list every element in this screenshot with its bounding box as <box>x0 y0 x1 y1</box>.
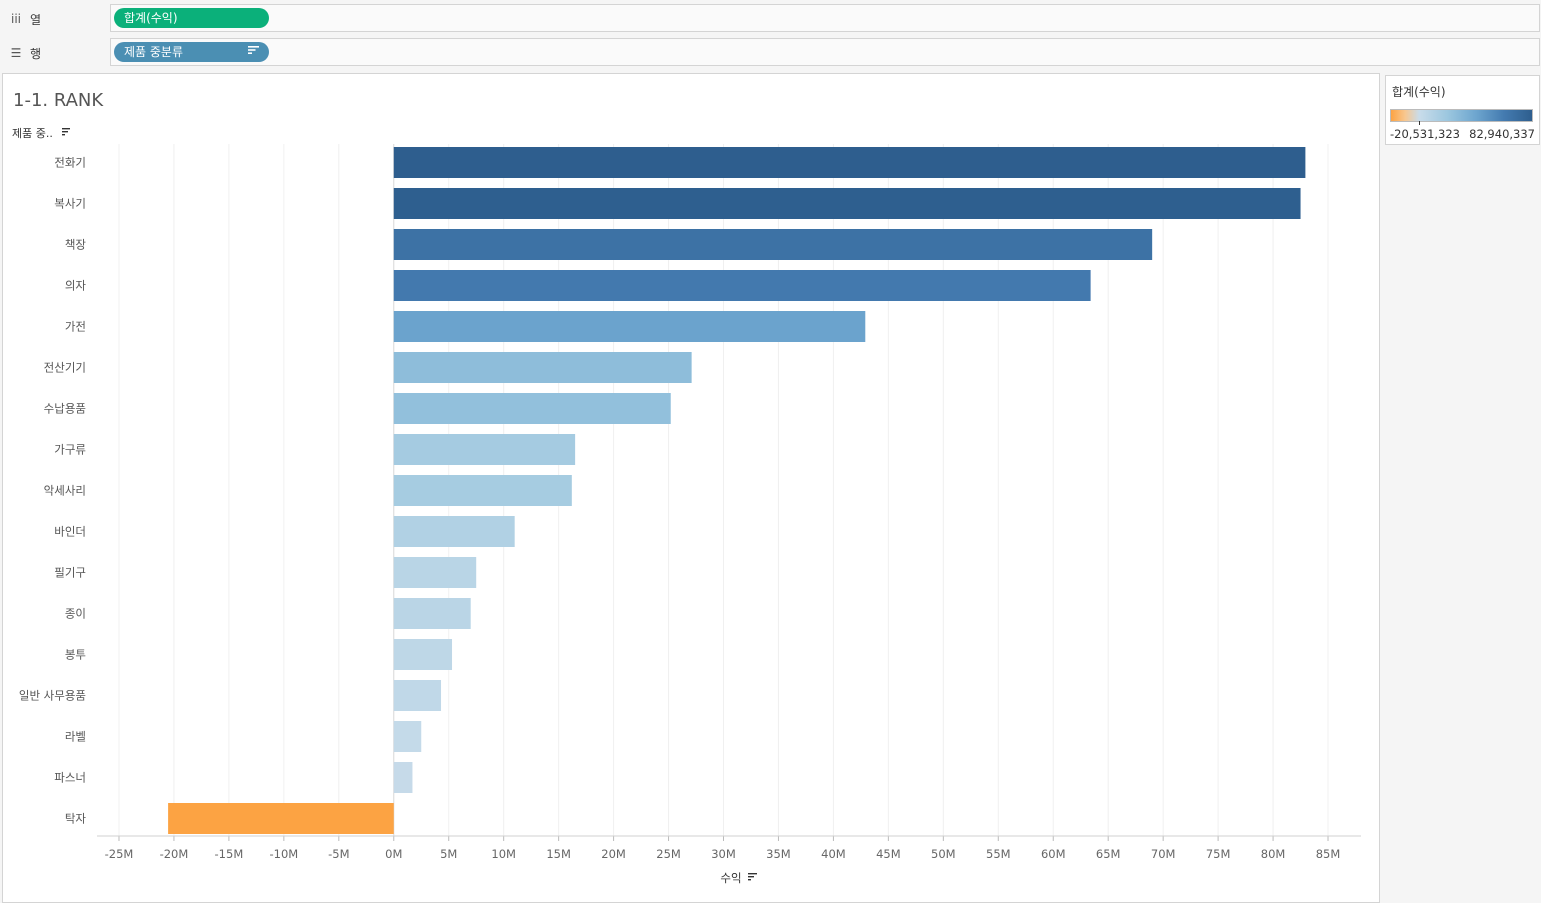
x-tick-label: 10M <box>491 847 516 861</box>
x-tick-label: 30M <box>711 847 736 861</box>
rows-shelf-dropzone[interactable]: 제품 중분류 <box>110 38 1540 66</box>
x-tick-label: -25M <box>105 847 134 861</box>
sort-icon[interactable] <box>248 42 259 62</box>
category-label[interactable]: 파스너 <box>54 771 86 785</box>
bar-chart: 전화기복사기책장의자가전전산기기수납용품가구류악세사리바인더필기구종이봉투일반 … <box>12 127 1361 885</box>
x-tick-label: 25M <box>656 847 681 861</box>
bar[interactable] <box>393 598 471 629</box>
bar[interactable] <box>393 393 671 424</box>
axes: 제품 중.. 수익 <box>12 127 757 885</box>
x-tick-label: 55M <box>986 847 1011 861</box>
rows-label: 행 <box>30 46 42 61</box>
rows-shelf-label: ☰ 행 <box>0 38 108 68</box>
x-tick-label: 40M <box>821 847 846 861</box>
x-tick-label: 15M <box>546 847 571 861</box>
category-label[interactable]: 탁자 <box>65 812 87 826</box>
x-tick-label: 20M <box>601 847 626 861</box>
bar[interactable] <box>393 147 1306 178</box>
product-subcategory-pill[interactable]: 제품 중분류 <box>114 42 269 62</box>
x-tick-label: 60M <box>1041 847 1066 861</box>
x-tick-label: 5M <box>440 847 457 861</box>
category-label[interactable]: 수납용품 <box>44 402 86 416</box>
x-tick-label: 45M <box>876 847 901 861</box>
product-subcategory-pill-label: 제품 중분류 <box>124 45 184 59</box>
category-label[interactable]: 일반 사무용품 <box>19 689 86 703</box>
rows-icon: ☰ <box>10 46 22 60</box>
bar[interactable] <box>393 516 515 547</box>
x-tick-label: -10M <box>269 847 298 861</box>
bar[interactable] <box>393 311 866 342</box>
category-label[interactable]: 전산기기 <box>44 361 86 375</box>
row-header-label[interactable]: 제품 중.. <box>12 127 53 140</box>
columns-shelf-label: iii 열 <box>0 4 108 34</box>
bar[interactable] <box>393 352 692 383</box>
category-label[interactable]: 필기구 <box>54 566 86 580</box>
bar[interactable] <box>168 803 394 834</box>
category-label[interactable]: 복사기 <box>54 197 86 211</box>
x-tick-label: 50M <box>931 847 956 861</box>
x-tick-label: 85M <box>1316 847 1341 861</box>
legend-zero-tick <box>1419 121 1420 125</box>
sum-profit-pill[interactable]: 합계(수익) <box>114 8 269 28</box>
x-tick-label: 80M <box>1261 847 1286 861</box>
row-sort-icon[interactable] <box>62 128 70 136</box>
x-axis-title[interactable]: 수익 <box>720 871 741 885</box>
bar[interactable] <box>393 270 1091 301</box>
columns-icon: iii <box>10 12 21 26</box>
columns-label: 열 <box>30 12 42 27</box>
columns-shelf-dropzone[interactable]: 합계(수익) <box>110 4 1540 32</box>
category-label[interactable]: 가전 <box>65 320 86 334</box>
rows-shelf: ☰ 행 제품 중분류 <box>0 38 1541 68</box>
legend-min-label: -20,531,323 <box>1390 127 1460 141</box>
category-label[interactable]: 종이 <box>65 607 86 621</box>
bar[interactable] <box>393 721 422 752</box>
x-tick-label: 65M <box>1096 847 1121 861</box>
category-label[interactable]: 라벨 <box>65 730 86 744</box>
category-label[interactable]: 악세사리 <box>44 484 86 498</box>
legend-title: 합계(수익) <box>1392 85 1446 99</box>
category-label[interactable]: 책장 <box>65 238 87 252</box>
category-label[interactable]: 의자 <box>65 279 87 293</box>
category-label[interactable]: 가구류 <box>54 443 86 457</box>
bar[interactable] <box>393 188 1301 219</box>
x-axis-ticks: -25M -20M -15M -10M -5M 0M 5M 10M 15M 20M 25M 30M 35… <box>97 835 1361 861</box>
bar[interactable] <box>393 475 572 506</box>
legend-max-label: 82,940,337 <box>1469 127 1535 141</box>
bar[interactable] <box>393 680 442 711</box>
category-label[interactable]: 봉투 <box>65 648 86 662</box>
legend-gradient <box>1390 109 1533 122</box>
x-tick-label: 35M <box>766 847 791 861</box>
category-label[interactable]: 바인더 <box>54 525 86 539</box>
sum-profit-pill-label: 합계(수익) <box>124 11 178 25</box>
bar[interactable] <box>393 639 453 670</box>
x-tick-label: 0M <box>385 847 402 861</box>
bar[interactable] <box>393 557 477 588</box>
x-sort-icon[interactable] <box>748 873 757 881</box>
category-label[interactable]: 전화기 <box>54 156 86 170</box>
bars <box>168 147 1306 834</box>
category-labels: 전화기복사기책장의자가전전산기기수납용품가구류악세사리바인더필기구종이봉투일반 … <box>19 156 87 826</box>
x-tick-label: -20M <box>160 847 189 861</box>
color-legend[interactable]: 합계(수익) -20,531,323 82,940,337 <box>1385 75 1540 145</box>
sheet-title: 1-1. RANK <box>13 90 104 111</box>
x-tick-label: -15M <box>215 847 244 861</box>
bar[interactable] <box>393 229 1153 260</box>
bar[interactable] <box>393 434 576 465</box>
x-tick-label: 75M <box>1206 847 1231 861</box>
columns-shelf: iii 열 합계(수익) <box>0 4 1541 34</box>
bar[interactable] <box>393 762 413 793</box>
x-tick-label: 70M <box>1151 847 1176 861</box>
x-tick-label: -5M <box>328 847 349 861</box>
